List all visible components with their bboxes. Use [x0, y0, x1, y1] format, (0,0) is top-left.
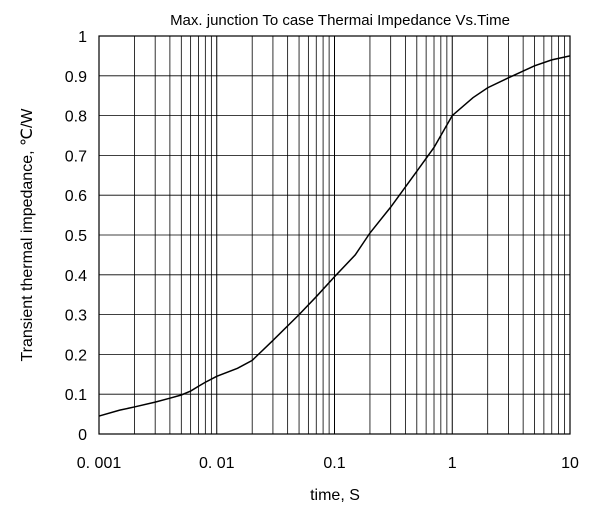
- y-tick-label: 0.6: [65, 188, 87, 205]
- y-tick-label: 0.3: [65, 308, 87, 325]
- y-tick-label: 0.1: [65, 387, 87, 404]
- series-line: [98, 55, 571, 417]
- chart-title: Max. junction To case Thermai Impedance …: [170, 12, 510, 29]
- y-tick-labels: 0 0.1 0.2 0.3 0.4 0.5 0.6 0.7 0.8 0.9 1: [65, 29, 87, 444]
- x-tick-labels: 0. 001 0. 01 0.1 1 10: [77, 455, 579, 472]
- y-tick-label: 1: [78, 29, 87, 46]
- y-tick-label: 0.4: [65, 268, 87, 285]
- x-tick-label: 0. 01: [199, 455, 235, 472]
- plot-frame: [98, 35, 571, 435]
- x-tick-label: 10: [561, 455, 579, 472]
- x-tick-label: 0.1: [323, 455, 345, 472]
- y-tick-label: 0.8: [65, 109, 87, 126]
- y-tick-label: 0: [78, 427, 87, 444]
- y-tick-label: 0.5: [65, 228, 87, 245]
- y-tick-label: 0.9: [65, 69, 87, 86]
- x-tick-label: 1: [448, 455, 457, 472]
- x-axis-label: time, S: [310, 487, 360, 504]
- x-tick-label: 0. 001: [77, 455, 122, 472]
- grid: [98, 35, 570, 435]
- y-tick-label: 0.7: [65, 148, 87, 165]
- y-tick-label: 0.2: [65, 347, 87, 364]
- y-axis-label: Transient thermal impedance, ℃/W: [19, 108, 36, 362]
